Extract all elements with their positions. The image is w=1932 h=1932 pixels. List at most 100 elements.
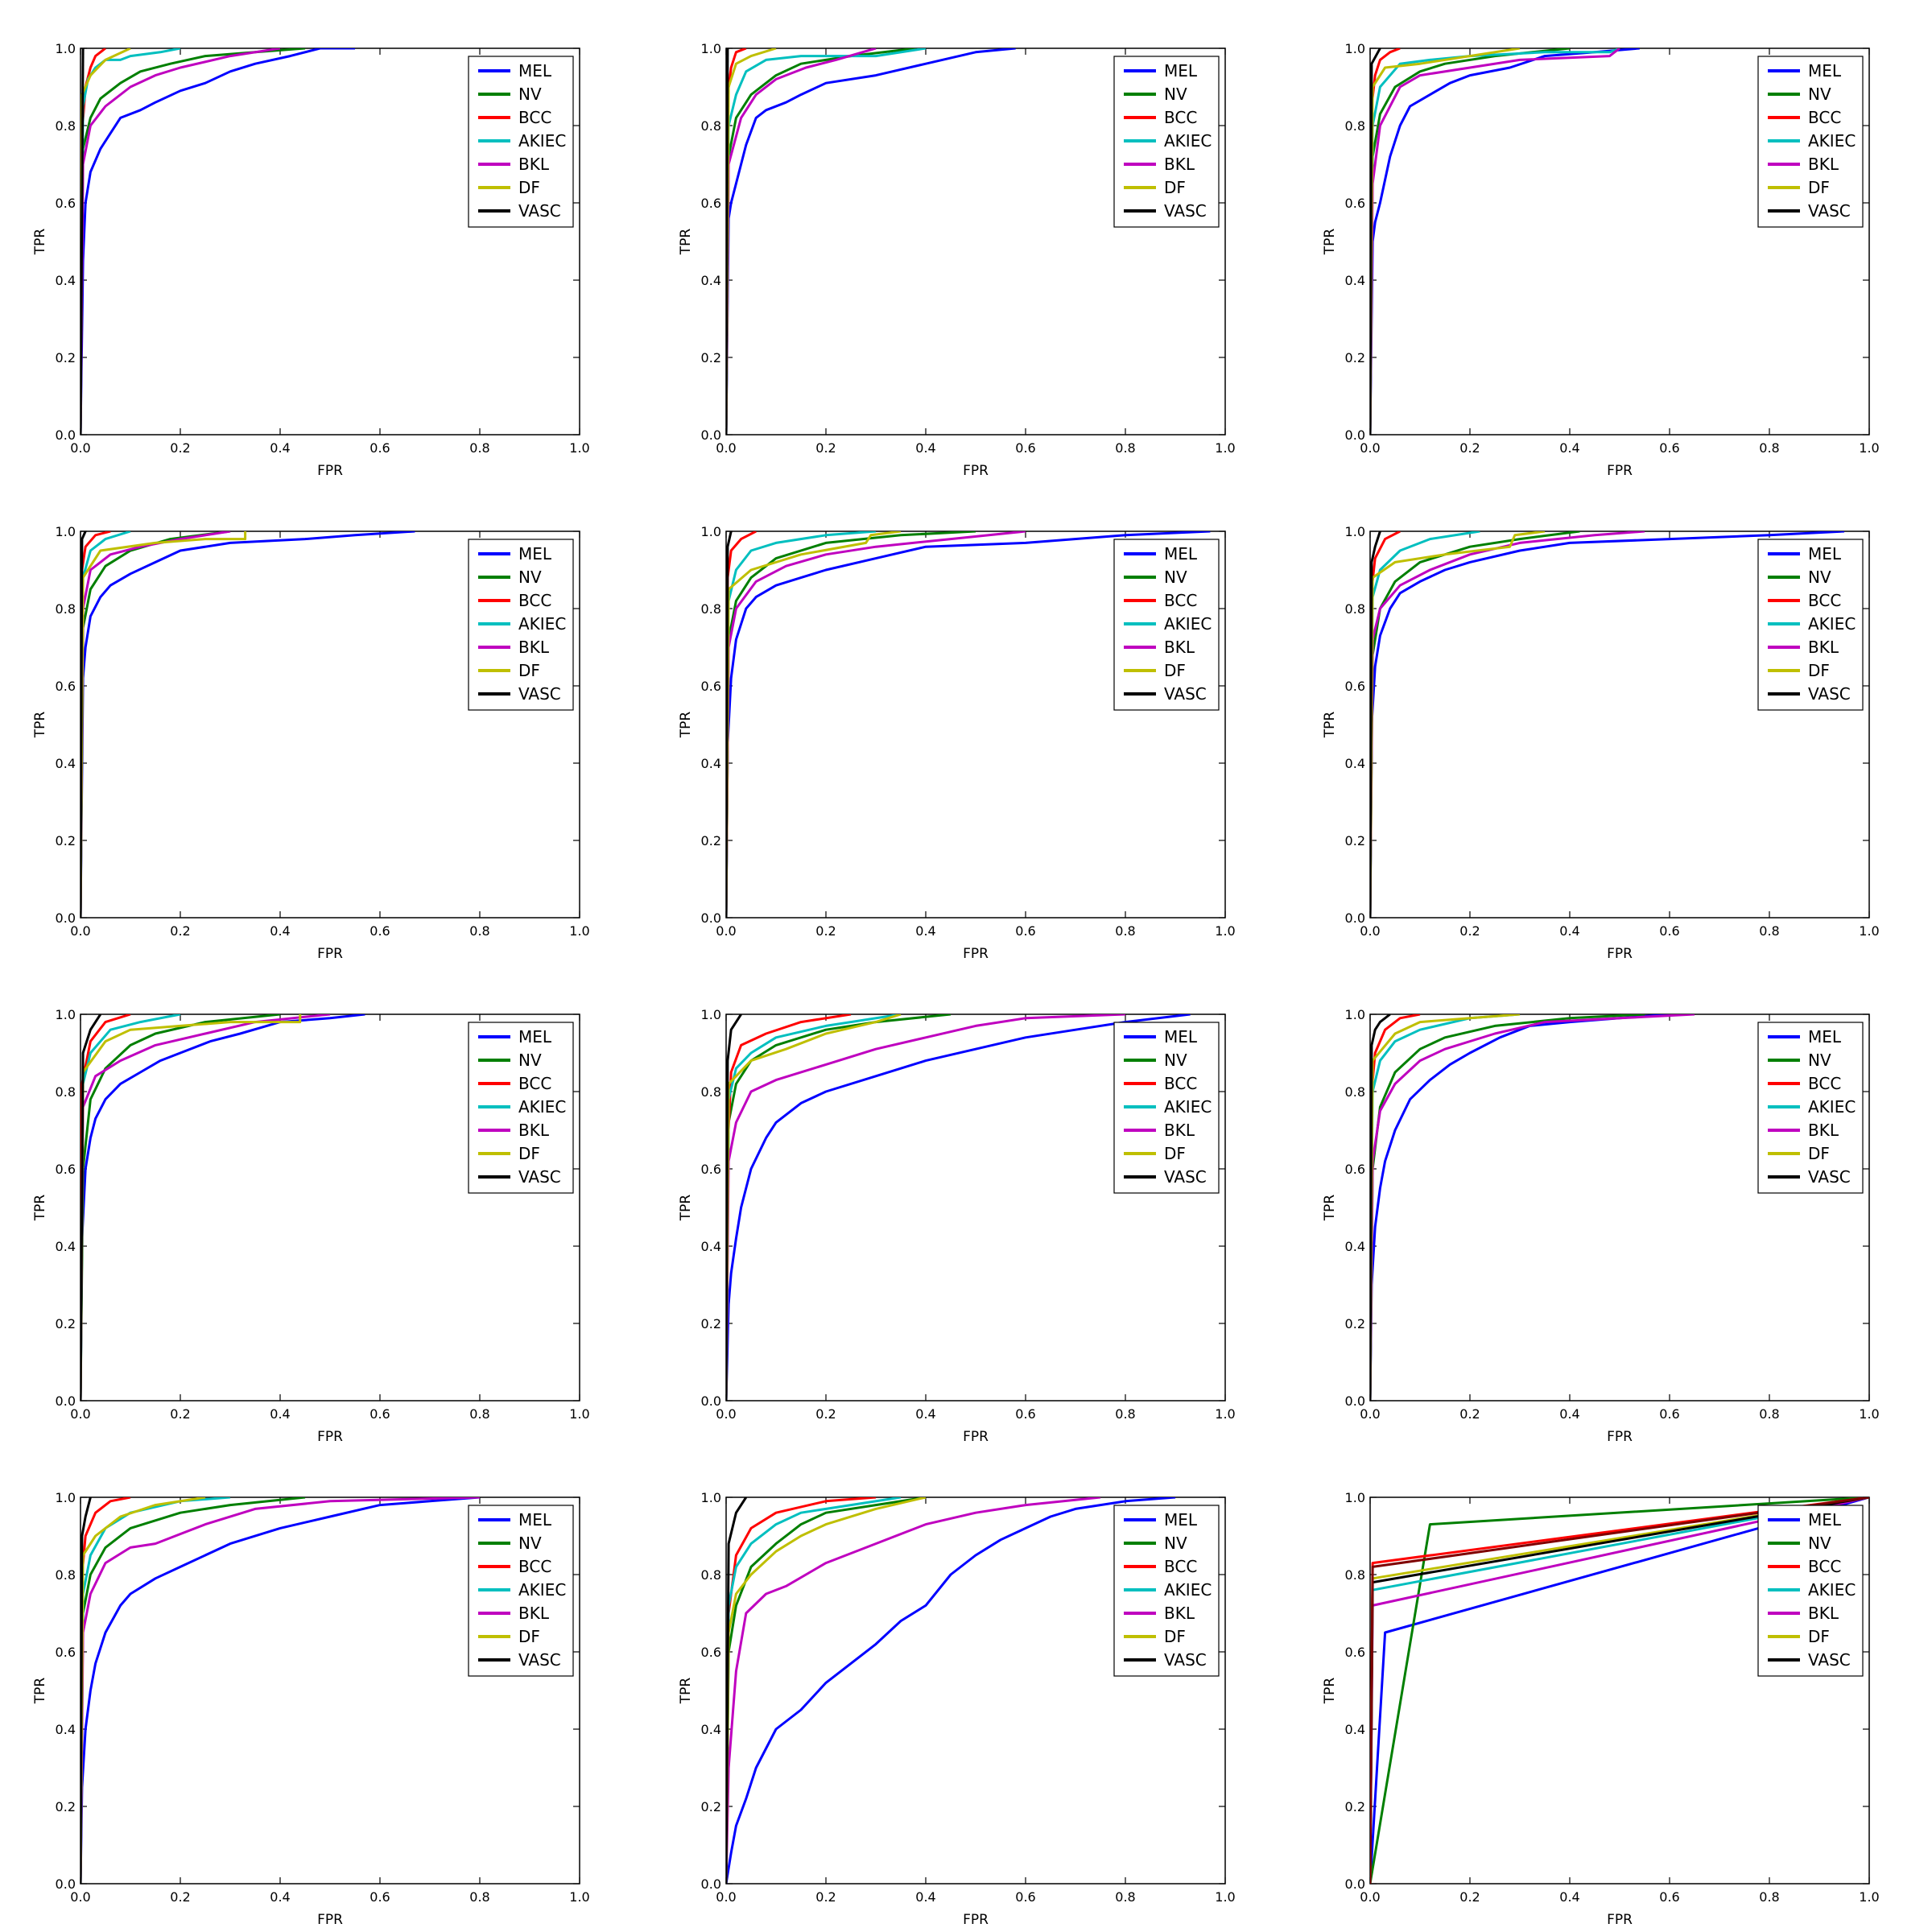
y-tick-label: 0.2 bbox=[56, 350, 76, 365]
legend-label-nv: NV bbox=[518, 85, 542, 104]
y-tick-label: 0.6 bbox=[56, 196, 76, 211]
y-tick-label: 1.0 bbox=[56, 524, 76, 539]
legend-label-bcc: BCC bbox=[1164, 591, 1197, 610]
y-tick-label: 0.0 bbox=[701, 1393, 721, 1409]
y-tick-label: 0.4 bbox=[56, 1722, 76, 1737]
y-tick-label: 0.6 bbox=[1345, 679, 1365, 694]
x-tick-label: 1.0 bbox=[1859, 1406, 1879, 1422]
y-tick-label: 0.4 bbox=[1345, 273, 1365, 288]
y-tick-label: 0.2 bbox=[56, 833, 76, 848]
legend-label-bkl: BKL bbox=[1808, 638, 1839, 657]
y-tick-label: 0.2 bbox=[701, 1316, 721, 1331]
x-tick-label: 1.0 bbox=[569, 440, 589, 456]
x-axis-label: FPR bbox=[1607, 946, 1633, 962]
legend-label-vasc: VASC bbox=[1164, 201, 1207, 221]
x-tick-label: 1.0 bbox=[569, 1889, 589, 1905]
legend-label-akiec: AKIEC bbox=[1164, 1580, 1212, 1600]
roc-curve-mel bbox=[1370, 531, 1845, 918]
y-tick-label: 0.8 bbox=[56, 118, 76, 134]
x-tick-label: 0.6 bbox=[369, 1889, 390, 1905]
roc-curve-mel bbox=[1370, 1497, 1869, 1884]
x-tick-label: 0.2 bbox=[815, 1406, 836, 1422]
x-tick-label: 0.8 bbox=[469, 440, 489, 456]
legend: MEL NV BCC AKIEC BKL DF VASC bbox=[1757, 1022, 1864, 1194]
x-tick-label: 0.0 bbox=[1360, 440, 1380, 456]
legend-label-vasc: VASC bbox=[518, 1167, 561, 1187]
roc-curve-bkl bbox=[1370, 531, 1645, 918]
x-tick-label: 1.0 bbox=[569, 923, 589, 939]
y-axis-label: TPR bbox=[32, 1195, 48, 1222]
y-tick-label: 0.2 bbox=[701, 833, 721, 848]
legend-label-df: DF bbox=[518, 178, 540, 197]
legend-label-bkl: BKL bbox=[1808, 1121, 1839, 1140]
y-tick-label: 0.8 bbox=[1345, 118, 1365, 134]
roc-panel-11: 0.0 0.2 0.4 0.6 0.8 1.0 0.0 0.2 0.4 0.6 0.8 1.0 FPR T… bbox=[678, 1490, 1236, 1928]
legend-label-bcc: BCC bbox=[1164, 1074, 1197, 1093]
y-tick-label: 0.0 bbox=[56, 1393, 76, 1409]
y-tick-label: 0.2 bbox=[1345, 1799, 1365, 1814]
x-tick-label: 0.2 bbox=[1459, 1889, 1480, 1905]
legend-label-mel: MEL bbox=[1164, 544, 1198, 564]
y-tick-label: 0.0 bbox=[701, 427, 721, 443]
roc-panel-5: 0.0 0.2 0.4 0.6 0.8 1.0 0.0 0.2 0.4 0.6 0.8 1.0 FPR T… bbox=[678, 524, 1236, 962]
legend-label-akiec: AKIEC bbox=[518, 1097, 566, 1117]
y-axis-label: TPR bbox=[32, 712, 48, 739]
roc-curve-akiec bbox=[726, 1497, 902, 1884]
legend-label-nv: NV bbox=[1808, 568, 1831, 587]
legend-label-vasc: VASC bbox=[518, 684, 561, 704]
y-tick-label: 1.0 bbox=[56, 41, 76, 56]
x-tick-label: 0.4 bbox=[270, 440, 290, 456]
x-axis-label: FPR bbox=[1607, 463, 1633, 479]
x-axis-label: FPR bbox=[1607, 1912, 1633, 1928]
x-tick-label: 0.4 bbox=[915, 923, 935, 939]
x-tick-label: 0.2 bbox=[1459, 1406, 1480, 1422]
y-tick-label: 0.2 bbox=[1345, 1316, 1365, 1331]
roc-curve-vasc bbox=[80, 1497, 92, 1884]
legend-label-bkl: BKL bbox=[1808, 1604, 1839, 1623]
legend-label-bkl: BKL bbox=[1164, 1604, 1195, 1623]
legend-label-df: DF bbox=[1808, 1627, 1830, 1646]
legend-label-df: DF bbox=[1808, 661, 1830, 680]
x-tick-label: 0.8 bbox=[1759, 440, 1779, 456]
x-tick-label: 0.8 bbox=[469, 1406, 489, 1422]
roc-curve-bkl bbox=[80, 1497, 481, 1884]
x-tick-label: 0.0 bbox=[716, 440, 736, 456]
y-tick-label: 1.0 bbox=[701, 1007, 721, 1022]
y-tick-label: 0.8 bbox=[701, 1084, 721, 1100]
legend-label-akiec: AKIEC bbox=[1808, 1580, 1856, 1600]
x-tick-label: 0.2 bbox=[170, 1889, 190, 1905]
y-tick-label: 0.2 bbox=[1345, 833, 1365, 848]
x-tick-label: 1.0 bbox=[1859, 923, 1879, 939]
x-tick-label: 0.4 bbox=[1559, 1889, 1579, 1905]
legend-label-nv: NV bbox=[518, 1051, 542, 1070]
legend-label-bcc: BCC bbox=[518, 591, 551, 610]
legend-label-vasc: VASC bbox=[518, 201, 561, 221]
legend-label-df: DF bbox=[1164, 178, 1186, 197]
x-axis-label: FPR bbox=[317, 1429, 343, 1445]
legend: MEL NV BCC AKIEC BKL DF VASC bbox=[1113, 1022, 1220, 1194]
x-axis-label: FPR bbox=[1607, 1429, 1633, 1445]
legend-label-bkl: BKL bbox=[1164, 155, 1195, 174]
legend-label-mel: MEL bbox=[518, 1027, 552, 1046]
y-tick-label: 0.4 bbox=[56, 273, 76, 288]
y-tick-label: 0.6 bbox=[56, 1645, 76, 1660]
roc-panel-8: 0.0 0.2 0.4 0.6 0.8 1.0 0.0 0.2 0.4 0.6 0.8 1.0 FPR T… bbox=[678, 1007, 1236, 1445]
y-tick-label: 0.0 bbox=[56, 427, 76, 443]
legend-label-mel: MEL bbox=[1164, 1510, 1198, 1530]
roc-curve-mel bbox=[80, 1497, 481, 1884]
y-axis-label: TPR bbox=[1322, 712, 1338, 739]
y-tick-label: 0.8 bbox=[56, 1084, 76, 1100]
x-tick-label: 0.2 bbox=[815, 440, 836, 456]
roc-curve-bkl bbox=[726, 1497, 1101, 1884]
roc-curve-bkl bbox=[726, 48, 877, 435]
legend-label-bkl: BKL bbox=[1808, 155, 1839, 174]
roc-panel-7: 0.0 0.2 0.4 0.6 0.8 1.0 0.0 0.2 0.4 0.6 0.8 1.0 FPR T… bbox=[32, 1007, 590, 1445]
legend: MEL NV BCC AKIEC BKL DF VASC bbox=[468, 56, 574, 228]
legend-label-bcc: BCC bbox=[1164, 108, 1197, 127]
legend-label-nv: NV bbox=[1164, 1534, 1187, 1553]
y-tick-label: 0.6 bbox=[701, 679, 721, 694]
y-tick-label: 0.8 bbox=[1345, 601, 1365, 617]
x-tick-label: 0.0 bbox=[1360, 1406, 1380, 1422]
roc-curve-bkl bbox=[1370, 48, 1620, 435]
x-tick-label: 0.0 bbox=[716, 1889, 736, 1905]
